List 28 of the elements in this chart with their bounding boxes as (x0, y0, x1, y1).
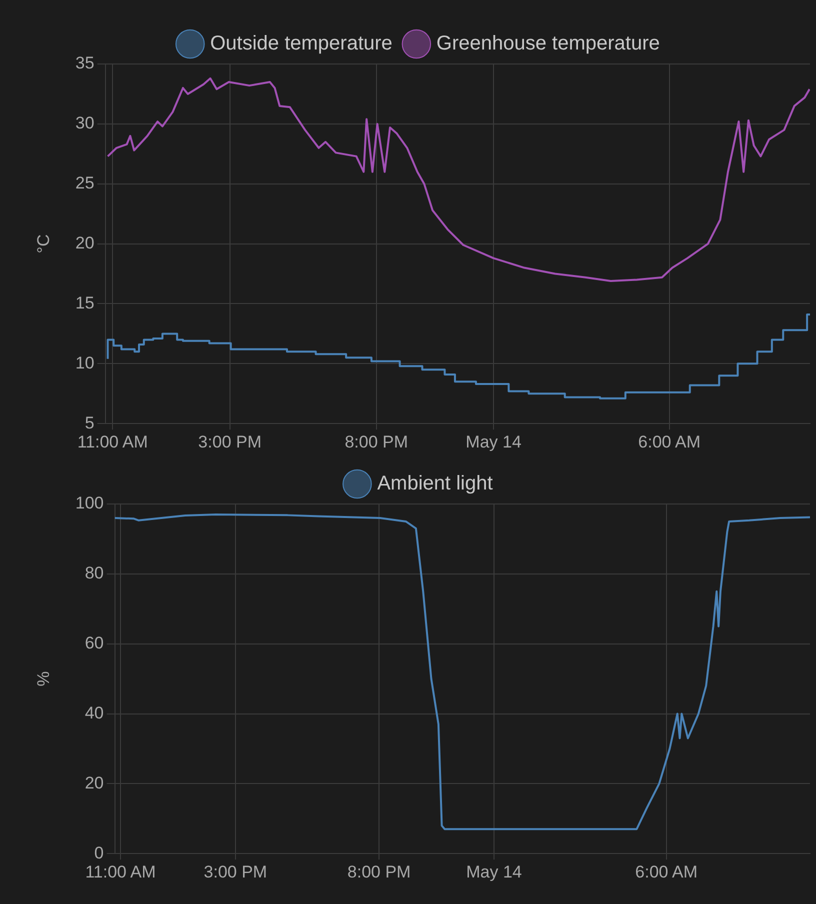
x-tick-label: May 14 (466, 862, 522, 882)
y-tick-label: 100 (75, 494, 104, 513)
y-tick-label: 10 (75, 353, 94, 372)
legend-label: Greenhouse temperature (436, 32, 660, 55)
y-tick-label: 5 (84, 413, 94, 432)
x-tick-label: 11:00 AM (85, 862, 156, 882)
legend-label: Ambient light (377, 472, 494, 495)
y-axis-title: % (34, 671, 53, 686)
y-tick-label: 80 (84, 564, 104, 583)
x-tick-label: May 14 (466, 432, 522, 452)
x-tick-label: 8:00 PM (347, 862, 411, 882)
y-tick-label: 20 (84, 773, 104, 792)
legend-label: Outside temperature (210, 32, 392, 55)
y-tick-label: 15 (75, 293, 94, 312)
y-tick-label: 0 (94, 843, 104, 862)
y-axis-title: °C (34, 234, 53, 254)
x-tick-label: 11:00 AM (77, 432, 148, 452)
x-tick-label: 6:00 AM (638, 432, 701, 452)
x-tick-label: 6:00 AM (635, 862, 698, 882)
y-tick-label: 35 (75, 54, 94, 73)
y-tick-label: 20 (75, 233, 94, 252)
x-tick-label: 8:00 PM (344, 432, 408, 452)
y-tick-label: 40 (84, 703, 104, 722)
y-tick-label: 30 (75, 114, 94, 133)
y-tick-label: 25 (75, 174, 94, 193)
y-tick-label: 60 (84, 634, 104, 653)
x-tick-label: 3:00 PM (198, 432, 262, 452)
x-tick-label: 3:00 PM (204, 862, 268, 882)
